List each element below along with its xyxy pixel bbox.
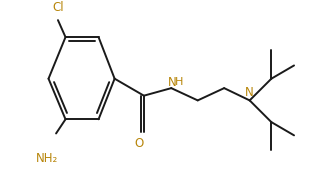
Text: Cl: Cl xyxy=(52,1,64,13)
Text: H: H xyxy=(175,77,183,88)
Text: N: N xyxy=(245,85,254,98)
Text: N: N xyxy=(168,76,176,89)
Text: NH₂: NH₂ xyxy=(36,152,58,165)
Text: O: O xyxy=(135,137,144,150)
